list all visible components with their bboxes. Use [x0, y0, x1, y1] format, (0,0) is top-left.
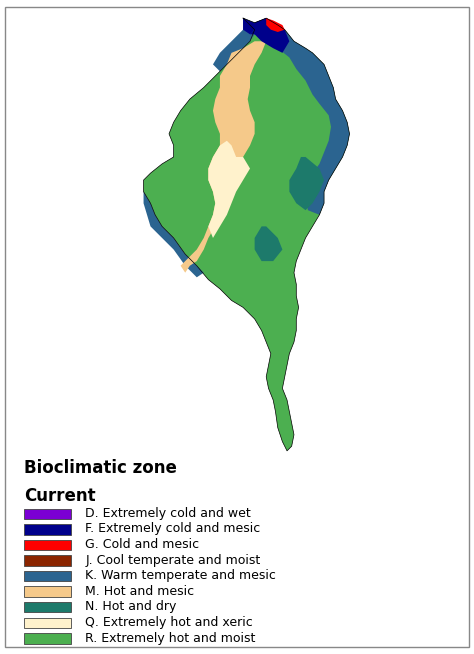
Polygon shape: [213, 18, 255, 71]
Text: Q. Extremely hot and xeric: Q. Extremely hot and xeric: [85, 616, 253, 629]
Polygon shape: [144, 18, 349, 451]
Text: Bioclimatic zone: Bioclimatic zone: [24, 459, 177, 477]
Text: J. Cool temperate and moist: J. Cool temperate and moist: [85, 553, 261, 566]
Text: Current: Current: [24, 487, 95, 505]
Text: F. Extremely cold and mesic: F. Extremely cold and mesic: [85, 523, 261, 536]
FancyBboxPatch shape: [24, 633, 71, 644]
Polygon shape: [250, 18, 289, 53]
Polygon shape: [289, 157, 324, 210]
Text: D. Extremely cold and wet: D. Extremely cold and wet: [85, 507, 251, 520]
Text: G. Cold and mesic: G. Cold and mesic: [85, 538, 200, 551]
Text: M. Hot and mesic: M. Hot and mesic: [85, 585, 194, 598]
FancyBboxPatch shape: [24, 602, 71, 613]
FancyBboxPatch shape: [24, 587, 71, 597]
Text: R. Extremely hot and moist: R. Extremely hot and moist: [85, 632, 255, 644]
FancyBboxPatch shape: [24, 524, 71, 534]
Polygon shape: [243, 18, 266, 34]
FancyBboxPatch shape: [24, 540, 71, 550]
Polygon shape: [255, 226, 283, 261]
Polygon shape: [144, 192, 204, 277]
Polygon shape: [250, 18, 349, 215]
FancyBboxPatch shape: [24, 617, 71, 628]
Polygon shape: [266, 18, 285, 32]
Polygon shape: [209, 141, 250, 238]
FancyBboxPatch shape: [24, 571, 71, 581]
FancyBboxPatch shape: [24, 555, 71, 566]
FancyBboxPatch shape: [24, 509, 71, 519]
Text: K. Warm temperate and mesic: K. Warm temperate and mesic: [85, 569, 276, 582]
Polygon shape: [181, 41, 266, 273]
Text: N. Hot and dry: N. Hot and dry: [85, 600, 177, 613]
